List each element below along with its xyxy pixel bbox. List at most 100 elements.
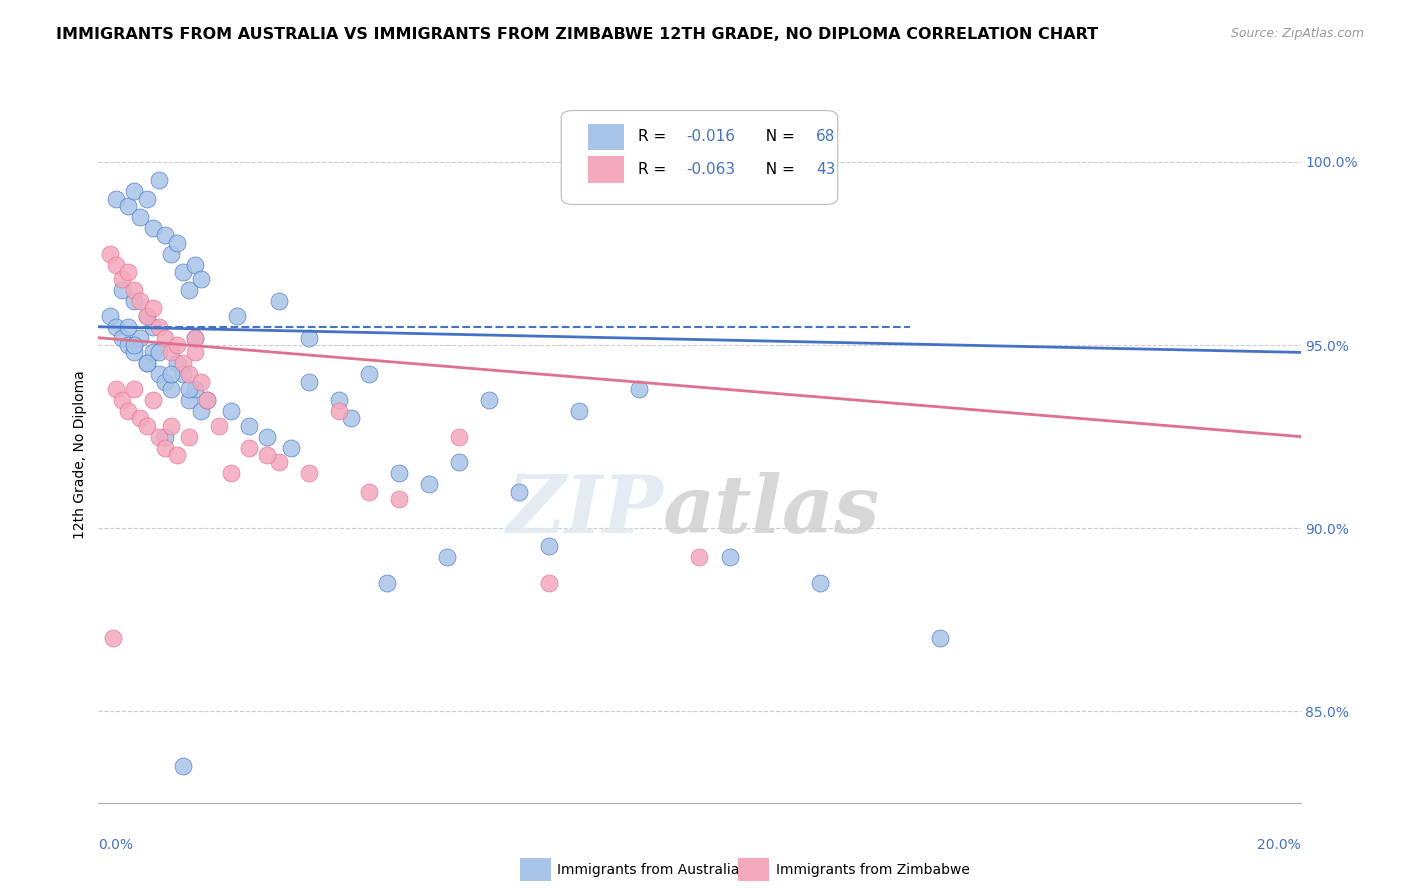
Point (124, 184, 146, 198)
Text: N =: N = (756, 129, 800, 145)
Point (225, 309, 247, 323)
Point (183, 382, 205, 396)
Point (177, 429, 200, 443)
Point (159, 246, 181, 260)
Point (105, 258, 128, 272)
Point (267, 294, 290, 309)
Point (298, 467, 321, 481)
Point (124, 283, 146, 297)
Point (117, 199, 139, 213)
Point (111, 283, 134, 297)
Point (100, 246, 122, 260)
Point (141, 392, 163, 407)
Point (177, 283, 200, 297)
FancyBboxPatch shape (561, 111, 838, 204)
Point (183, 331, 205, 345)
Point (129, 411, 152, 425)
Point (124, 338, 146, 352)
Point (117, 319, 139, 334)
Point (135, 418, 157, 433)
Point (159, 418, 181, 433)
Point (153, 441, 176, 455)
Point (418, 477, 440, 491)
Point (172, 356, 194, 370)
Point (141, 220, 163, 235)
Text: ZIP: ZIP (506, 472, 664, 549)
Point (195, 392, 218, 407)
Point (718, 550, 741, 565)
Point (166, 448, 188, 462)
Text: 20.0%: 20.0% (1257, 838, 1301, 853)
Point (238, 441, 260, 455)
Point (183, 258, 205, 272)
Point (148, 173, 170, 187)
Text: 43: 43 (815, 162, 835, 178)
Point (190, 375, 212, 389)
Point (808, 576, 831, 591)
Text: atlas: atlas (664, 472, 880, 549)
Point (298, 375, 321, 389)
Point (135, 356, 157, 370)
Point (117, 338, 139, 352)
Point (111, 331, 134, 345)
Point (105, 382, 128, 396)
Point (328, 404, 350, 418)
Point (159, 345, 181, 359)
Point (148, 368, 170, 382)
FancyBboxPatch shape (588, 156, 624, 183)
Point (103, 631, 125, 645)
Point (538, 540, 561, 554)
Text: R =: R = (638, 162, 671, 178)
Text: Immigrants from Zimbabwe: Immigrants from Zimbabwe (776, 863, 970, 877)
Point (141, 319, 163, 334)
Point (153, 331, 176, 345)
Point (135, 356, 157, 370)
Text: -0.063: -0.063 (686, 162, 735, 178)
Point (256, 429, 278, 443)
Point (166, 338, 188, 352)
Point (256, 448, 278, 462)
Point (177, 368, 200, 382)
Point (375, 576, 398, 591)
Point (148, 319, 170, 334)
Point (166, 235, 188, 250)
Point (219, 467, 242, 481)
Point (280, 441, 302, 455)
Point (929, 631, 952, 645)
Point (117, 404, 139, 418)
Text: 68: 68 (815, 129, 835, 145)
Point (124, 294, 146, 309)
Text: Immigrants from Australia: Immigrants from Australia (557, 863, 740, 877)
Point (208, 418, 231, 433)
Point (148, 345, 170, 359)
Point (153, 375, 176, 389)
Point (141, 301, 163, 316)
Point (436, 550, 458, 565)
Point (219, 404, 242, 418)
Point (447, 455, 470, 469)
Point (159, 368, 181, 382)
Point (111, 272, 134, 286)
Point (568, 404, 591, 418)
Point (177, 392, 200, 407)
Point (357, 484, 380, 499)
Point (124, 345, 146, 359)
Y-axis label: 12th Grade, No Diploma: 12th Grade, No Diploma (73, 370, 87, 540)
Point (135, 309, 157, 323)
Point (183, 331, 205, 345)
Text: N =: N = (756, 162, 800, 178)
Point (129, 210, 152, 224)
Point (177, 382, 200, 396)
Point (135, 309, 157, 323)
Point (328, 392, 350, 407)
Point (105, 192, 128, 206)
Point (508, 484, 530, 499)
Point (141, 345, 163, 359)
Point (538, 576, 561, 591)
Point (447, 429, 470, 443)
Point (478, 392, 501, 407)
Point (238, 418, 260, 433)
Text: R =: R = (638, 129, 671, 145)
Point (129, 331, 152, 345)
Point (124, 382, 146, 396)
